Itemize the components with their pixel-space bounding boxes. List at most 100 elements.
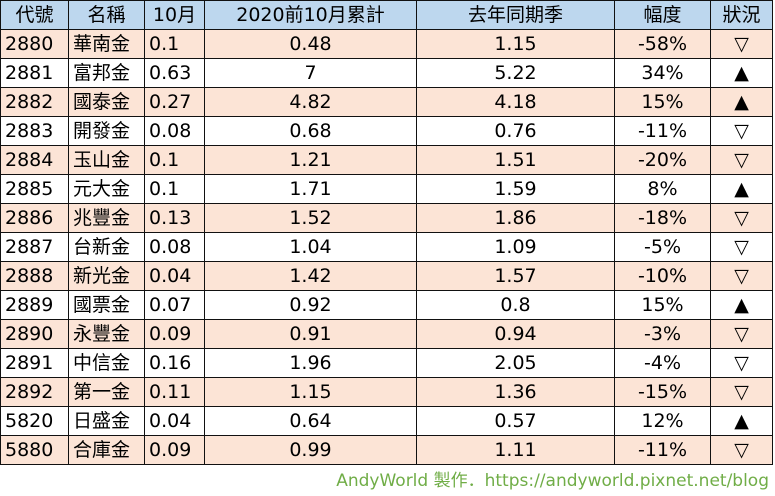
cell-cumulative[interactable]: 7: [204, 58, 417, 88]
down-triangle-icon[interactable]: ▽: [710, 435, 773, 465]
cell-change[interactable]: -4%: [614, 348, 711, 378]
cell-cumulative[interactable]: 1.42: [204, 261, 417, 291]
cell-name[interactable]: 富邦金: [68, 58, 145, 88]
up-triangle-icon[interactable]: ▲: [710, 58, 773, 88]
cell-change[interactable]: -18%: [614, 203, 711, 233]
cell-code[interactable]: 2889: [0, 290, 69, 320]
cell-cumulative[interactable]: 1.15: [204, 377, 417, 407]
cell-change[interactable]: 15%: [614, 290, 711, 320]
cell-code[interactable]: 2880: [0, 29, 69, 59]
cell-cumulative[interactable]: 1.04: [204, 232, 417, 262]
cell-cumulative[interactable]: 0.92: [204, 290, 417, 320]
up-triangle-icon[interactable]: ▲: [710, 290, 773, 320]
cell-change[interactable]: -5%: [614, 232, 711, 262]
cell-last-year[interactable]: 4.18: [416, 87, 615, 117]
cell-code[interactable]: 2892: [0, 377, 69, 407]
cell-code[interactable]: 2883: [0, 116, 69, 146]
cell-cumulative[interactable]: 0.91: [204, 319, 417, 349]
cell-change[interactable]: 12%: [614, 406, 711, 436]
cell-change[interactable]: -58%: [614, 29, 711, 59]
cell-name[interactable]: 第一金: [68, 377, 145, 407]
cell-name[interactable]: 兆豐金: [68, 203, 145, 233]
down-triangle-icon[interactable]: ▽: [710, 261, 773, 291]
cell-oct[interactable]: 0.08: [144, 116, 205, 146]
cell-change[interactable]: 15%: [614, 87, 711, 117]
header-oct[interactable]: 10月: [144, 0, 205, 30]
cell-code[interactable]: 5880: [0, 435, 69, 465]
cell-code[interactable]: 2884: [0, 145, 69, 175]
header-status[interactable]: 狀況: [710, 0, 773, 30]
cell-oct[interactable]: 0.07: [144, 290, 205, 320]
cell-change[interactable]: -20%: [614, 145, 711, 175]
cell-cumulative[interactable]: 0.99: [204, 435, 417, 465]
down-triangle-icon[interactable]: ▽: [710, 377, 773, 407]
cell-oct[interactable]: 0.27: [144, 87, 205, 117]
cell-oct[interactable]: 0.09: [144, 435, 205, 465]
cell-oct[interactable]: 0.63: [144, 58, 205, 88]
cell-last-year[interactable]: 2.05: [416, 348, 615, 378]
cell-name[interactable]: 永豐金: [68, 319, 145, 349]
down-triangle-icon[interactable]: ▽: [710, 348, 773, 378]
cell-last-year[interactable]: 0.8: [416, 290, 615, 320]
cell-name[interactable]: 華南金: [68, 29, 145, 59]
cell-last-year[interactable]: 5.22: [416, 58, 615, 88]
cell-cumulative[interactable]: 1.96: [204, 348, 417, 378]
header-code[interactable]: 代號: [0, 0, 69, 30]
cell-oct[interactable]: 0.1: [144, 174, 205, 204]
cell-name[interactable]: 台新金: [68, 232, 145, 262]
header-name[interactable]: 名稱: [68, 0, 145, 30]
cell-oct[interactable]: 0.04: [144, 261, 205, 291]
cell-cumulative[interactable]: 1.21: [204, 145, 417, 175]
cell-code[interactable]: 2888: [0, 261, 69, 291]
cell-change[interactable]: -10%: [614, 261, 711, 291]
cell-last-year[interactable]: 1.59: [416, 174, 615, 204]
cell-last-year[interactable]: 0.94: [416, 319, 615, 349]
cell-cumulative[interactable]: 1.71: [204, 174, 417, 204]
cell-last-year[interactable]: 1.86: [416, 203, 615, 233]
cell-last-year[interactable]: 1.51: [416, 145, 615, 175]
cell-code[interactable]: 2890: [0, 319, 69, 349]
cell-code[interactable]: 2891: [0, 348, 69, 378]
cell-oct[interactable]: 0.04: [144, 406, 205, 436]
cell-cumulative[interactable]: 4.82: [204, 87, 417, 117]
cell-name[interactable]: 國泰金: [68, 87, 145, 117]
up-triangle-icon[interactable]: ▲: [710, 406, 773, 436]
down-triangle-icon[interactable]: ▽: [710, 116, 773, 146]
down-triangle-icon[interactable]: ▽: [710, 319, 773, 349]
up-triangle-icon[interactable]: ▲: [710, 174, 773, 204]
cell-code[interactable]: 2881: [0, 58, 69, 88]
cell-code[interactable]: 5820: [0, 406, 69, 436]
cell-change[interactable]: -3%: [614, 319, 711, 349]
cell-oct[interactable]: 0.1: [144, 145, 205, 175]
cell-oct[interactable]: 0.16: [144, 348, 205, 378]
cell-oct[interactable]: 0.13: [144, 203, 205, 233]
cell-last-year[interactable]: 1.15: [416, 29, 615, 59]
cell-name[interactable]: 開發金: [68, 116, 145, 146]
down-triangle-icon[interactable]: ▽: [710, 203, 773, 233]
cell-code[interactable]: 2882: [0, 87, 69, 117]
cell-oct[interactable]: 0.1: [144, 29, 205, 59]
cell-cumulative[interactable]: 0.64: [204, 406, 417, 436]
cell-change[interactable]: -11%: [614, 435, 711, 465]
cell-name[interactable]: 新光金: [68, 261, 145, 291]
cell-code[interactable]: 2885: [0, 174, 69, 204]
cell-name[interactable]: 合庫金: [68, 435, 145, 465]
down-triangle-icon[interactable]: ▽: [710, 232, 773, 262]
cell-name[interactable]: 玉山金: [68, 145, 145, 175]
cell-cumulative[interactable]: 0.48: [204, 29, 417, 59]
cell-last-year[interactable]: 1.11: [416, 435, 615, 465]
header-last-year[interactable]: 去年同期季: [416, 0, 615, 30]
cell-name[interactable]: 國票金: [68, 290, 145, 320]
cell-change[interactable]: -15%: [614, 377, 711, 407]
cell-last-year[interactable]: 0.57: [416, 406, 615, 436]
cell-last-year[interactable]: 0.76: [416, 116, 615, 146]
down-triangle-icon[interactable]: ▽: [710, 29, 773, 59]
cell-name[interactable]: 元大金: [68, 174, 145, 204]
cell-code[interactable]: 2887: [0, 232, 69, 262]
cell-oct[interactable]: 0.08: [144, 232, 205, 262]
cell-cumulative[interactable]: 0.68: [204, 116, 417, 146]
header-cumulative[interactable]: 2020前10月累計: [204, 0, 417, 30]
cell-name[interactable]: 日盛金: [68, 406, 145, 436]
cell-change[interactable]: -11%: [614, 116, 711, 146]
down-triangle-icon[interactable]: ▽: [710, 145, 773, 175]
